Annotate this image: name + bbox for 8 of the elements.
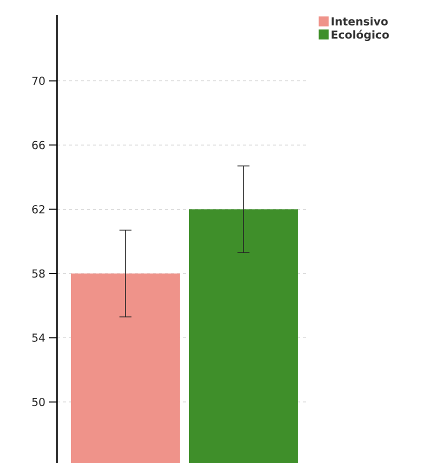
legend-label: Ecológico [332,30,389,41]
y-tick-label: 70 [32,76,45,85]
y-tick-label: 62 [32,205,44,214]
y-tick-label: 58 [32,269,45,278]
y-tick-label: 50 [32,398,45,406]
legend-label: Intensivo [332,16,388,26]
y-tick-label: 54 [32,334,45,342]
y-tick-label: 66 [32,140,45,150]
